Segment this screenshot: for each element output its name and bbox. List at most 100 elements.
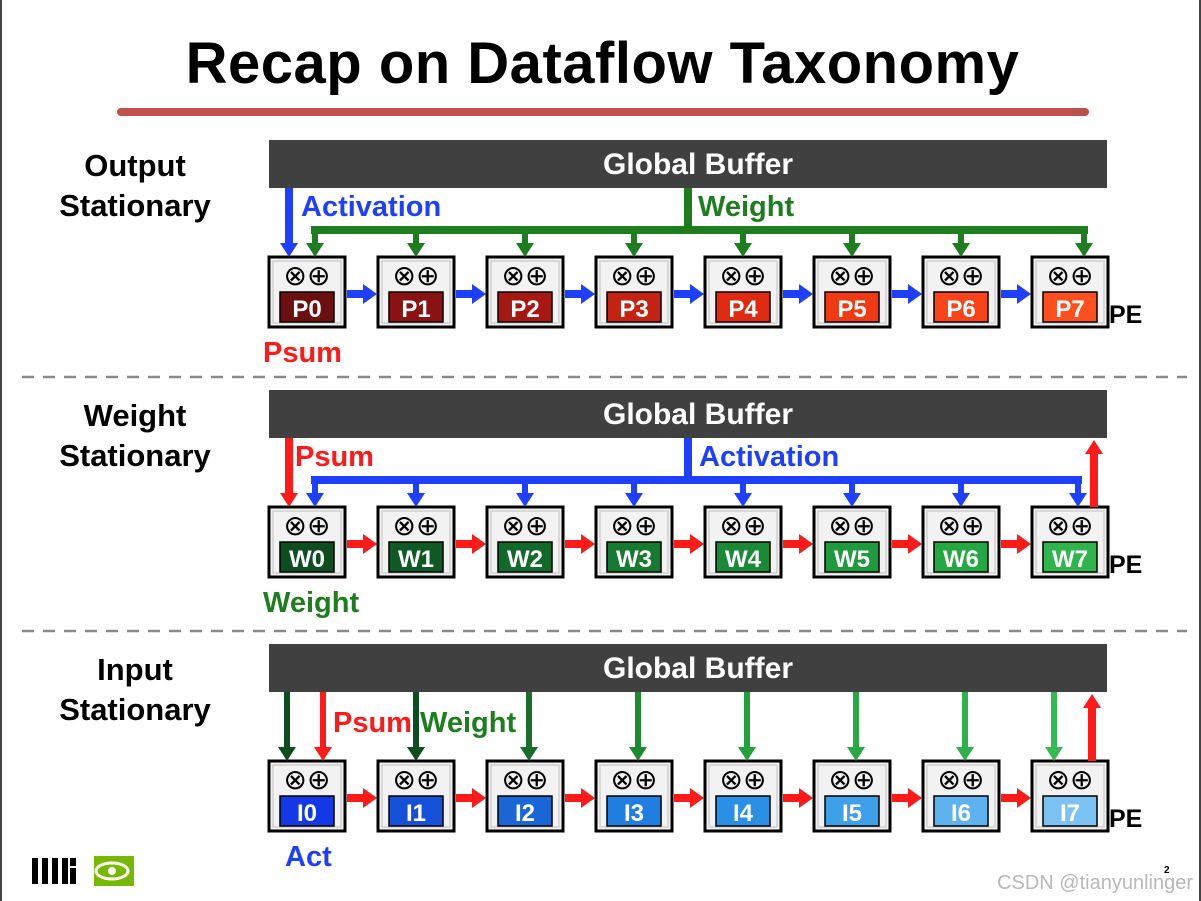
pe-cell: ⊗⊕ W0	[267, 505, 347, 579]
section-bottom-label: Act	[285, 841, 332, 873]
pe-cell: ⊗⊕ I3	[594, 759, 674, 833]
pe-cell: ⊗⊕ I6	[921, 759, 1001, 833]
pe-inner-border	[272, 260, 342, 324]
pe-op-symbols: ⊗⊕	[284, 764, 331, 795]
pe-register	[715, 291, 771, 323]
pe-op-symbols: ⊗⊕	[1047, 764, 1094, 795]
pe-op-symbols: ⊗⊕	[720, 510, 767, 541]
pe-op-symbols: ⊗⊕	[284, 510, 331, 541]
pe-link-arrow-head	[799, 788, 813, 808]
pe-register-label: W7	[1052, 546, 1088, 573]
nvidia-logo-eye	[94, 861, 130, 881]
pe-op-symbols: ⊗⊕	[938, 764, 985, 795]
pe-cell: ⊗⊕ I7	[1030, 759, 1110, 833]
pe-op-symbols: ⊗⊕	[502, 510, 549, 541]
pe-register-label: W4	[725, 546, 762, 573]
pe-register-label: P6	[946, 296, 975, 323]
pe-register-label: P7	[1055, 296, 1084, 323]
pe-register	[1042, 795, 1098, 827]
pe-register	[824, 541, 880, 573]
pe-register	[497, 795, 553, 827]
pe-register	[279, 795, 335, 827]
pe-inner-border	[708, 510, 778, 574]
pe-link-arrow-head	[908, 534, 922, 554]
pe-link-arrow-head	[1017, 788, 1031, 808]
pe-op-symbols: ⊗⊕	[393, 510, 440, 541]
activation-arrow-head	[280, 243, 298, 257]
section-label-line1: Output	[84, 148, 186, 183]
pe-cell: ⊗⊕ W5	[812, 505, 892, 579]
page-title: Recap on Dataflow Taxonomy	[185, 31, 1020, 96]
pe-inner-border	[926, 510, 996, 574]
activation-drop-arrow-head	[407, 493, 425, 507]
weight-drop-arrow-head	[738, 747, 756, 761]
pe-inner-border	[272, 510, 342, 574]
pe-op-symbols: ⊗⊕	[829, 764, 876, 795]
pe-inner-border	[708, 764, 778, 828]
pe-op-symbols: ⊗⊕	[1047, 510, 1094, 541]
pe-register-label: I6	[951, 800, 971, 827]
pe-tag: PE	[1109, 551, 1142, 579]
pe-inner-border	[1035, 510, 1105, 574]
pe-op-symbols: ⊗⊕	[393, 260, 440, 291]
pe-register-label: P0	[292, 296, 321, 323]
pe-link-arrow-head	[908, 284, 922, 304]
pe-link-arrow-head	[1017, 534, 1031, 554]
pe-cell: ⊗⊕ I0	[267, 759, 347, 833]
pe-inner-border	[272, 764, 342, 828]
pe-link-arrow-head	[472, 788, 486, 808]
pe-register	[279, 541, 335, 573]
weight-drop-arrow-head	[734, 243, 752, 257]
pe-cell: ⊗⊕ P3	[594, 255, 674, 329]
pe-register	[606, 541, 662, 573]
pe-register-label: W5	[834, 546, 870, 573]
pe-op-symbols: ⊗⊕	[284, 260, 331, 291]
pe-tag: PE	[1109, 805, 1142, 833]
pe-inner-border	[490, 260, 560, 324]
section-label-line2: Stationary	[59, 692, 211, 727]
pe-inner-border	[381, 510, 451, 574]
pe-register-label: I0	[297, 800, 317, 827]
pe-inner-border	[381, 260, 451, 324]
global-buffer-label: Global Buffer	[603, 398, 793, 431]
weight-drop-arrow-head	[407, 243, 425, 257]
pe-op-symbols: ⊗⊕	[611, 764, 658, 795]
global-buffer-label: Global Buffer	[603, 652, 793, 685]
pe-inner-border	[1035, 764, 1105, 828]
pe-register-label: W0	[289, 546, 325, 573]
section-label-line2: Stationary	[59, 438, 211, 473]
pe-inner-border	[926, 260, 996, 324]
global-buffer-label: Global Buffer	[603, 148, 793, 181]
activation-drop-arrow-head	[843, 493, 861, 507]
pe-register-label: W2	[507, 546, 543, 573]
pe-op-symbols: ⊗⊕	[1047, 260, 1094, 291]
weight-drop-arrow-head	[1075, 243, 1093, 257]
pe-register-label: I7	[1060, 800, 1080, 827]
pe-register-label: I2	[515, 800, 535, 827]
pe-cell: ⊗⊕ P5	[812, 255, 892, 329]
weight-drop-arrow-head	[843, 243, 861, 257]
section-label-line1: Weight	[84, 398, 187, 433]
pe-register	[606, 795, 662, 827]
pe-link-arrow-head	[581, 284, 595, 304]
arrow-label: Activation	[301, 191, 441, 223]
pe-op-symbols: ⊗⊕	[720, 764, 767, 795]
pe-cell: ⊗⊕ W4	[703, 505, 783, 579]
arrow-label: Activation	[699, 441, 839, 473]
pe-register-label: I1	[406, 800, 426, 827]
pe-register	[715, 541, 771, 573]
pe-register-label: P2	[510, 296, 539, 323]
mit-logo-bar	[52, 858, 58, 884]
mit-logo-bar	[70, 858, 76, 866]
pe-cell: ⊗⊕ P6	[921, 255, 1001, 329]
pe-link-arrow-head	[1017, 284, 1031, 304]
pe-register	[1042, 291, 1098, 323]
weight-drop-arrow-head	[952, 243, 970, 257]
pe-inner-border	[490, 764, 560, 828]
global-buffer-bar	[269, 140, 1107, 188]
pe-link-arrow-head	[472, 534, 486, 554]
section-bottom-label: Psum	[263, 337, 342, 369]
pe-op-symbols: ⊗⊕	[938, 510, 985, 541]
pe-register-label: W6	[943, 546, 979, 573]
